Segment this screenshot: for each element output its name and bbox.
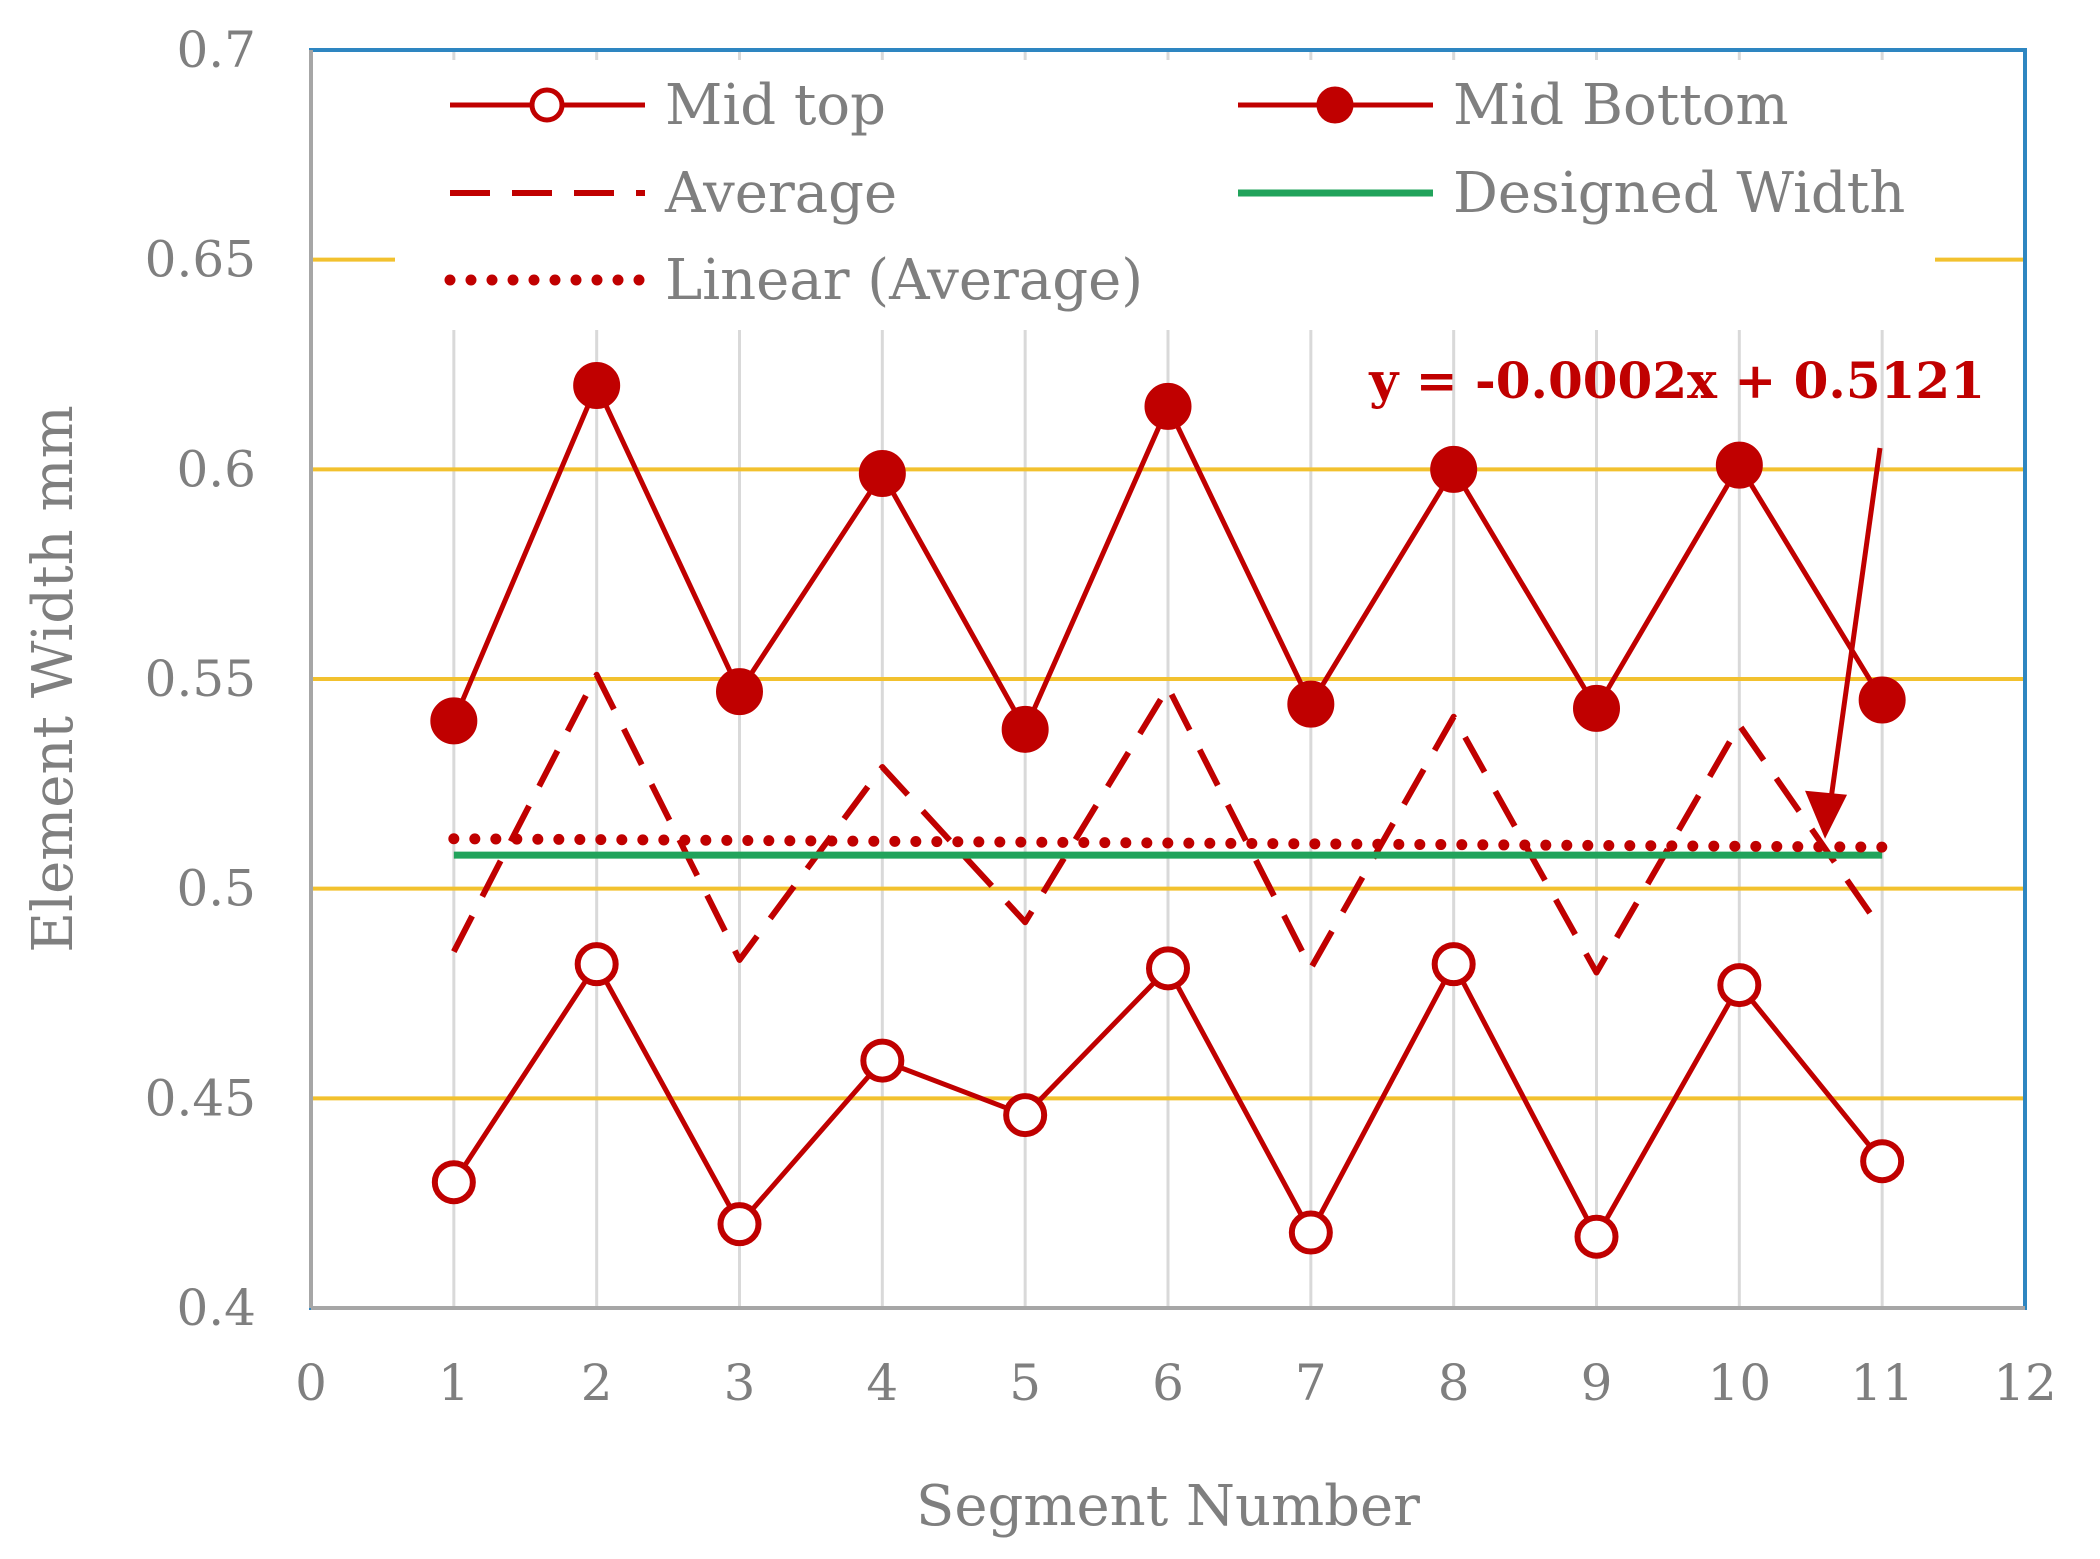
y-tick-label: 0.55 <box>145 650 256 708</box>
x-tick-label: 3 <box>724 1354 756 1412</box>
series-line-average <box>451 671 1885 976</box>
annotation-arrow-shaft <box>1828 447 1883 800</box>
data-point-open <box>1146 946 1190 991</box>
x-tick-label: 6 <box>1152 1354 1184 1412</box>
legend-entry-average: Average <box>450 161 897 226</box>
legend-entry-linear-average: Linear (Average) <box>444 248 1143 313</box>
data-point-open <box>1574 1214 1619 1259</box>
data-point-filled <box>716 668 763 716</box>
data-point-open <box>1717 963 1762 1008</box>
data-point-open <box>574 942 619 987</box>
axes: 0 1 2 3 4 5 6 7 8 9 10 11 120.40.450.50.550.60.650.7 <box>145 21 2057 1412</box>
x-tick-label: 1 <box>438 1354 470 1412</box>
trendline-equation-annotation: y = -0.0002x + 0.5121 <box>1368 351 1985 839</box>
x-tick-label: 7 <box>1295 1354 1327 1412</box>
trendline-equation-label: y = -0.0002x + 0.5121 <box>1368 351 1985 410</box>
legend-entry-mid-top: Mid top <box>450 73 886 138</box>
series-mid-top <box>431 942 1905 1259</box>
x-axis-title: Segment Number <box>916 1474 1420 1539</box>
series-mid-bottom <box>430 361 1906 753</box>
data-point-filled <box>1287 680 1335 728</box>
y-tick-label: 0.4 <box>176 1279 256 1337</box>
legend-label: Linear (Average) <box>665 248 1143 313</box>
data-point-filled <box>1001 705 1049 753</box>
legend-label: Average <box>664 161 897 226</box>
data-point-filled <box>1430 445 1478 493</box>
legend-label: Mid top <box>665 73 886 138</box>
x-tick-label: 9 <box>1581 1354 1613 1412</box>
legend-marker-filled <box>1316 86 1354 124</box>
y-tick-label: 0.7 <box>176 21 256 79</box>
x-tick-label: 5 <box>1009 1354 1041 1412</box>
legend: Mid top Mid Bottom Average Designed Width Li… <box>395 60 1935 330</box>
data-point-open <box>1860 1139 1905 1184</box>
series-average <box>451 671 1885 976</box>
data-point-open <box>860 1038 905 1083</box>
legend-marker-open <box>529 87 565 123</box>
data-point-filled <box>1144 382 1192 430</box>
data-point-open <box>1003 1093 1048 1138</box>
x-tick-label: 11 <box>1850 1354 1914 1412</box>
y-tick-label: 0.65 <box>145 231 256 289</box>
x-tick-label: 8 <box>1438 1354 1470 1412</box>
y-tick-label: 0.45 <box>145 1069 256 1127</box>
x-tick-label: 4 <box>866 1354 898 1412</box>
data-point-filled <box>858 450 906 498</box>
x-tick-label: 12 <box>1993 1354 2057 1412</box>
data-point-filled <box>1715 441 1763 489</box>
data-point-open <box>717 1202 762 1247</box>
y-tick-label: 0.6 <box>176 440 256 498</box>
legend-entry-mid-bottom: Mid Bottom <box>1238 73 1789 138</box>
series-linear-average <box>448 833 1888 853</box>
data-point-filled <box>573 361 621 409</box>
x-tick-label: 0 <box>295 1354 327 1412</box>
data-point-open <box>1431 942 1476 987</box>
series <box>430 361 1906 1259</box>
x-tick-label: 2 <box>581 1354 613 1412</box>
series-line-linear-average <box>448 833 1888 853</box>
data-point-filled <box>1573 684 1620 732</box>
y-axis-title: Element Width mm <box>21 405 86 952</box>
data-point-open <box>431 1160 476 1205</box>
legend-label: Mid Bottom <box>1453 73 1789 138</box>
annotation-arrow-head <box>1805 790 1848 839</box>
annotations: y = -0.0002x + 0.5121 <box>1368 351 1985 839</box>
legend-label: Designed Width <box>1453 161 1905 226</box>
legend-entry-designed-width: Designed Width <box>1238 161 1905 226</box>
data-point-open <box>1288 1210 1333 1255</box>
legend-background <box>395 60 1935 330</box>
x-tick-label: 10 <box>1708 1354 1772 1412</box>
data-point-filled <box>430 697 478 745</box>
data-point-filled <box>1858 676 1906 724</box>
y-tick-label: 0.5 <box>176 860 256 918</box>
